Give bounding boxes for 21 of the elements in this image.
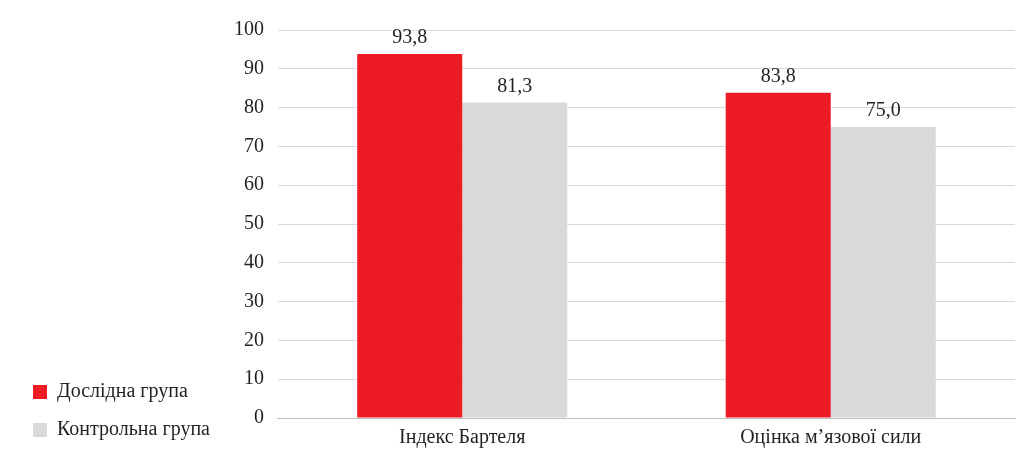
data-label: 81,3 bbox=[497, 73, 533, 96]
y-tick-label: 100 bbox=[233, 17, 264, 40]
y-tick-label: 50 bbox=[243, 211, 264, 234]
y-tick-label: 70 bbox=[243, 133, 264, 156]
y-tick-label: 90 bbox=[243, 56, 264, 79]
data-label: 75,0 bbox=[865, 98, 901, 121]
y-tick-label: 80 bbox=[243, 94, 264, 117]
bar bbox=[357, 54, 463, 418]
x-tick-label: Індекс Бартеля bbox=[399, 425, 526, 449]
legend-label: Дослідна група bbox=[57, 379, 188, 403]
y-tick-label: 60 bbox=[243, 172, 264, 195]
bar bbox=[725, 92, 831, 418]
data-label: 83,8 bbox=[760, 64, 796, 87]
y-tick-label: 0 bbox=[253, 405, 264, 428]
x-tick-label: Оцінка м’язової сили bbox=[740, 425, 922, 449]
y-tick-label: 40 bbox=[243, 250, 264, 273]
legend-label: Контрольна група bbox=[57, 417, 211, 441]
y-tick-label: 10 bbox=[243, 366, 264, 389]
y-tick-label: 20 bbox=[243, 327, 264, 350]
data-label: 93,8 bbox=[392, 25, 428, 48]
y-tick-label: 30 bbox=[243, 288, 264, 311]
